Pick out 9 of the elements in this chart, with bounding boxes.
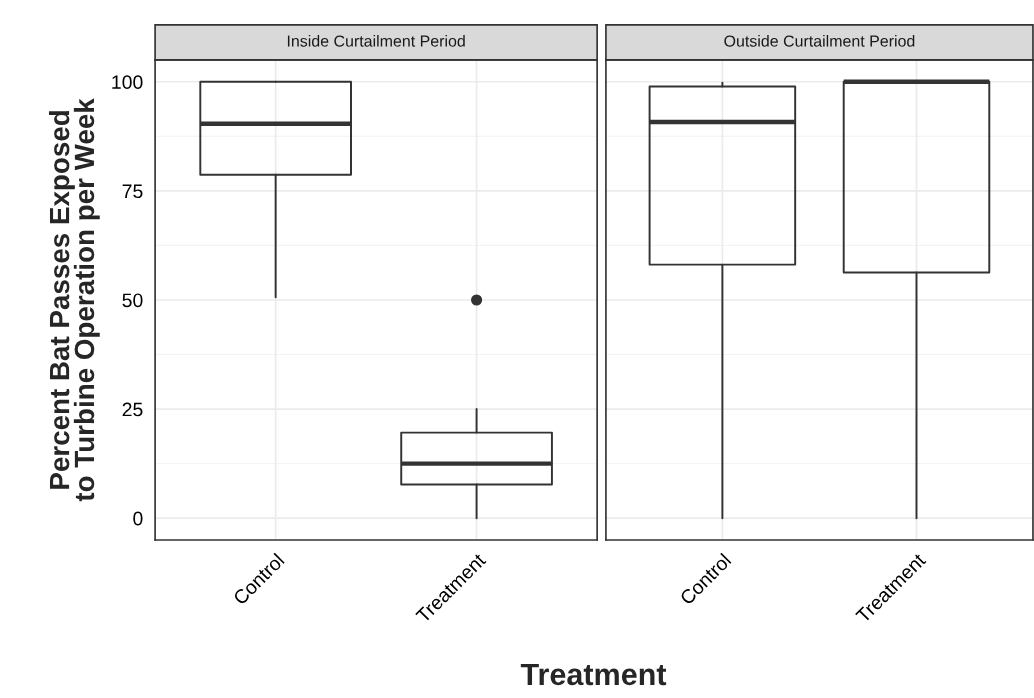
y-tick-label: 75 [122,184,143,199]
y-tick-label: 25 [122,402,143,417]
y-tick-label: 0 [133,511,143,526]
y-tick-label: 100 [112,75,143,90]
y-tick-label: 50 [122,293,143,308]
chart-title: Outside Curtailment Period [724,34,915,47]
y-axis-title: Percent Bat Passes Exposed to Turbine Operation per Week [48,98,100,502]
x-axis-title: Treatment [520,663,667,686]
chart-title: Inside Curtailment Period [287,34,465,47]
